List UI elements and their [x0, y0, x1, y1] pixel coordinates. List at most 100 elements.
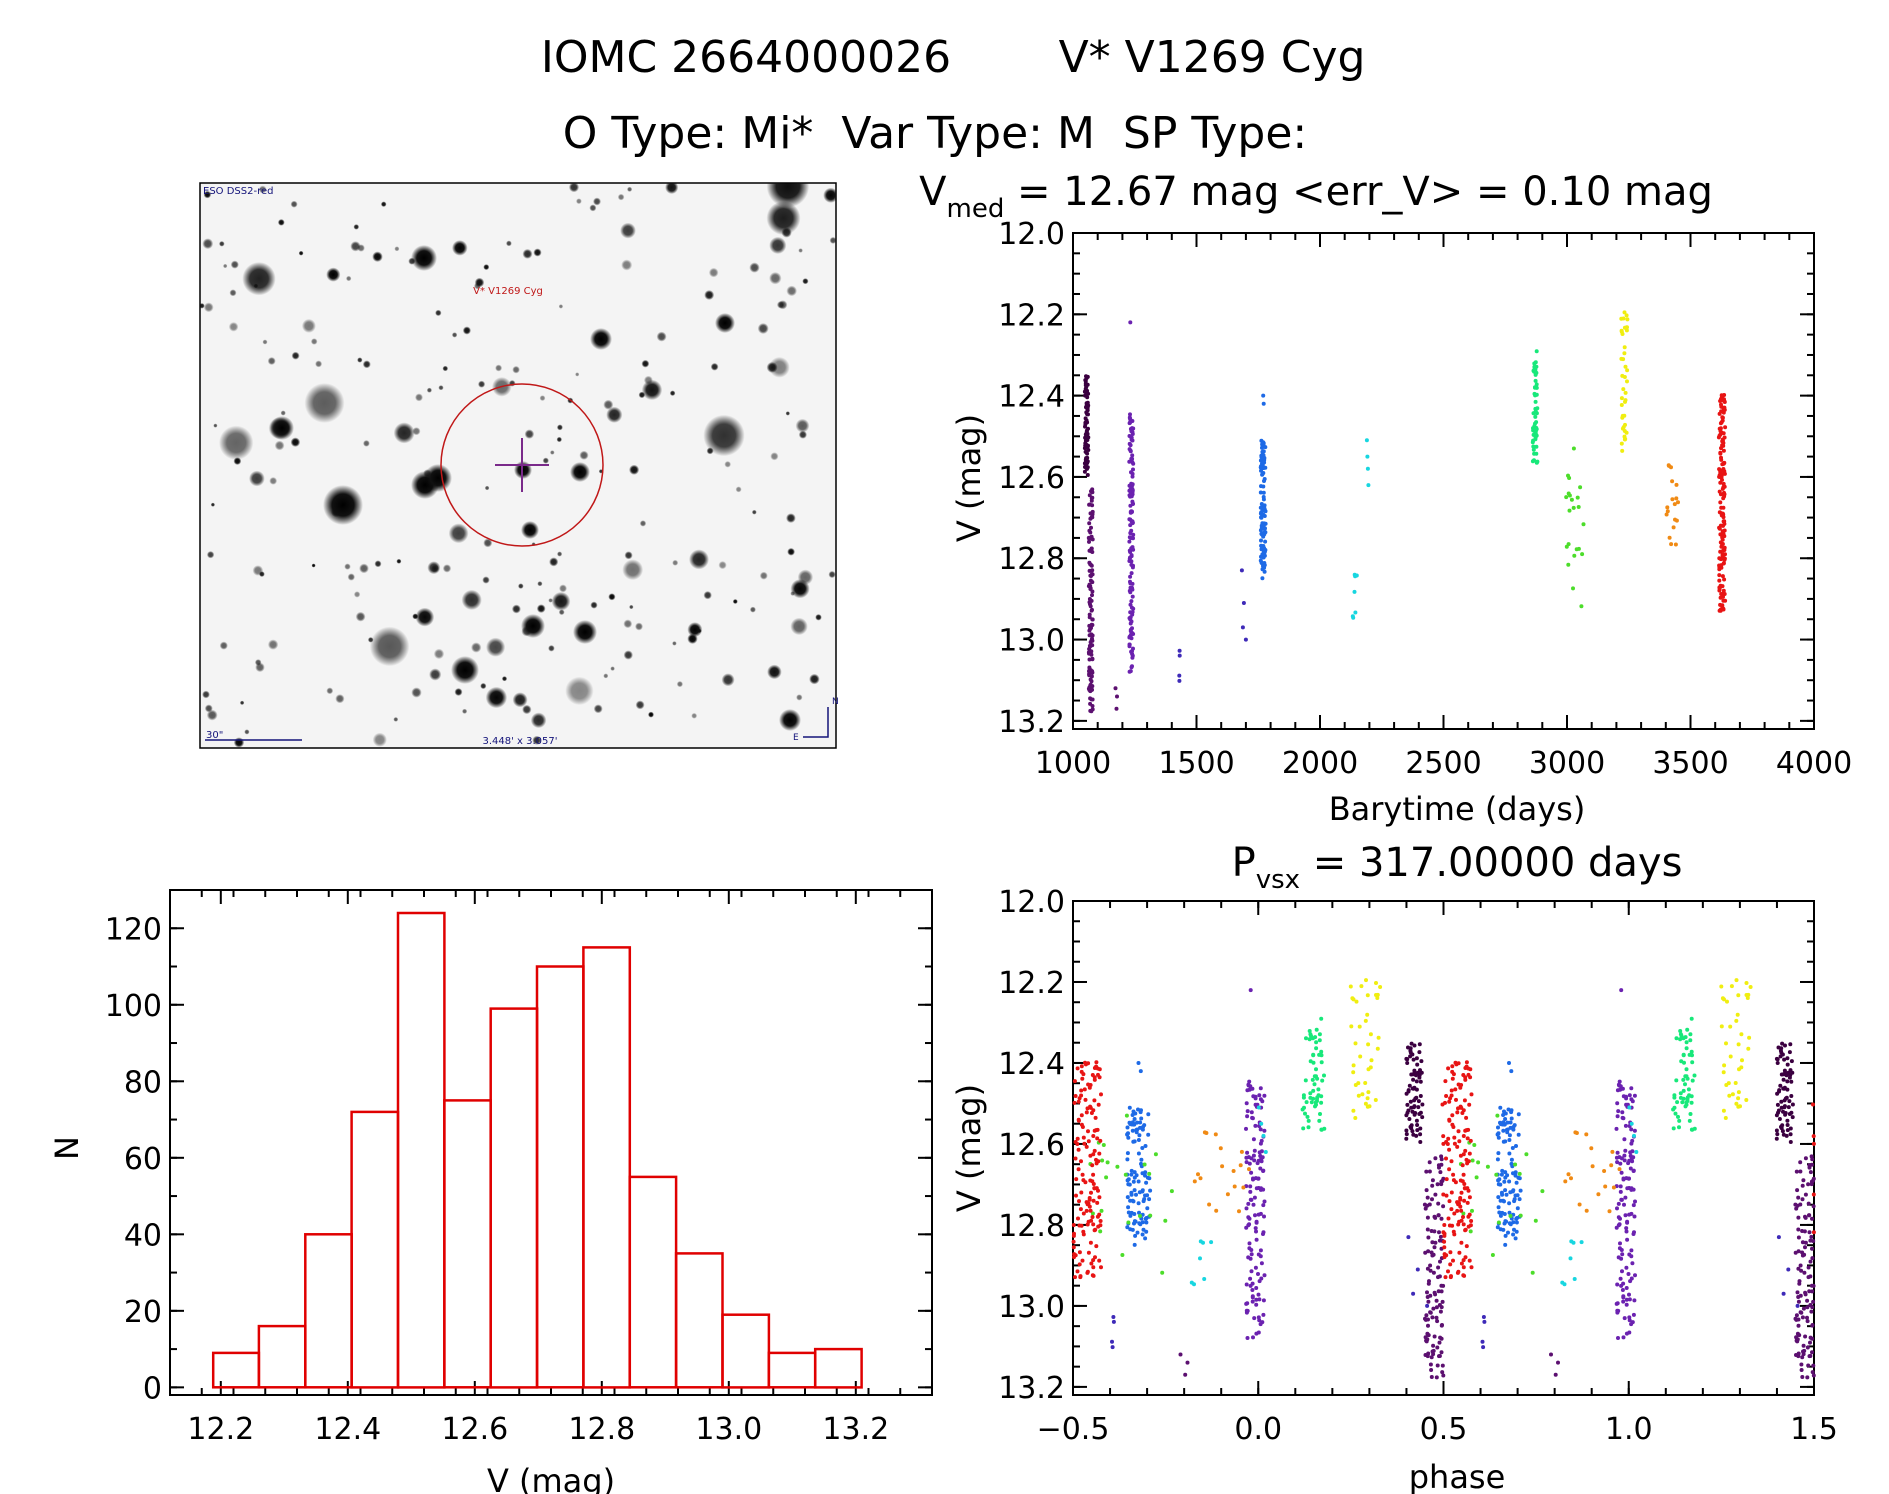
phased-point — [1495, 1113, 1500, 1118]
phased-point — [1626, 1176, 1631, 1181]
phased-point — [1435, 1319, 1440, 1324]
phased-point — [1438, 1335, 1443, 1340]
star — [347, 573, 355, 581]
finder-stars — [200, 183, 836, 748]
star — [252, 565, 264, 576]
phased-point — [1678, 1037, 1683, 1042]
phased-point — [1429, 1375, 1434, 1379]
north-label: N — [832, 697, 839, 707]
phased-point — [1363, 1081, 1368, 1085]
phased-point — [1074, 1193, 1078, 1198]
phased-point — [1311, 1096, 1316, 1101]
phased-point — [1073, 1094, 1078, 1098]
star — [233, 737, 245, 748]
phased-point — [1447, 1199, 1452, 1204]
phased-point — [1435, 1363, 1440, 1368]
phased-point — [1136, 1138, 1141, 1142]
data-point — [1089, 652, 1094, 657]
phased-point — [1261, 1203, 1266, 1208]
star — [411, 687, 422, 698]
bright-star — [590, 328, 612, 350]
phased-point — [1459, 1240, 1464, 1245]
phased-point — [1789, 1079, 1794, 1084]
phased-point — [1097, 1258, 1102, 1263]
phased-point — [1088, 1153, 1093, 1158]
phased-point — [1314, 1027, 1319, 1032]
star — [357, 357, 363, 363]
phased-point — [1078, 1274, 1083, 1279]
phased-point — [1806, 1182, 1811, 1187]
phased-point — [1132, 1188, 1137, 1193]
phased-point — [1140, 1188, 1145, 1193]
phased-point — [1132, 1219, 1137, 1224]
phased-point — [1463, 1077, 1468, 1082]
phased-point — [1807, 1289, 1812, 1294]
phased-point — [1721, 1070, 1726, 1075]
phased-point — [1808, 1259, 1813, 1264]
phased-point — [1449, 1190, 1454, 1195]
phased-point — [1569, 1176, 1573, 1181]
x-tick-label: 1000 — [1035, 746, 1111, 781]
data-point — [1533, 393, 1538, 398]
phased-point — [1506, 1230, 1510, 1235]
phased-point — [1254, 1331, 1259, 1336]
phased-point — [1140, 1232, 1145, 1237]
phased-point — [1451, 1229, 1456, 1234]
phased-point — [1105, 1160, 1110, 1165]
phased-point — [1137, 1133, 1142, 1138]
phased-point — [1078, 1207, 1083, 1212]
star — [556, 424, 563, 431]
star — [766, 361, 778, 373]
phased-point — [1632, 1093, 1637, 1098]
phased-point — [1189, 1280, 1194, 1285]
phased-point — [1744, 1098, 1749, 1102]
phased-point — [1503, 1188, 1508, 1193]
phased-point — [1444, 1193, 1449, 1198]
phased-point — [1623, 1213, 1628, 1218]
data-point — [1721, 443, 1726, 448]
data-point — [1534, 349, 1539, 354]
data-point — [1575, 495, 1580, 500]
phased-point — [1617, 1079, 1622, 1084]
data-point — [1129, 665, 1134, 670]
phased-point — [1413, 1096, 1418, 1101]
phased-point — [1250, 1288, 1255, 1292]
phased-point — [1514, 1229, 1519, 1234]
phased-point — [1788, 1132, 1793, 1137]
star — [766, 183, 810, 208]
phased-point — [1624, 1331, 1629, 1336]
phased-point — [1507, 1138, 1512, 1142]
star — [672, 641, 677, 646]
data-point — [1721, 588, 1726, 593]
star — [676, 681, 684, 688]
phased-point — [1428, 1310, 1433, 1315]
x-tick-label: 4000 — [1776, 746, 1852, 781]
phased-point — [1434, 1375, 1439, 1380]
phased-point — [1620, 1288, 1625, 1292]
phased-point — [1254, 1237, 1259, 1242]
data-point — [1259, 502, 1264, 506]
data-point — [1622, 351, 1627, 356]
phased-point — [1444, 1094, 1449, 1098]
data-point — [1086, 391, 1091, 396]
phased-point — [1514, 1220, 1519, 1225]
star — [548, 645, 555, 652]
phased-point — [1451, 1178, 1456, 1183]
y-tick-label: 12.4 — [998, 1047, 1065, 1082]
phased-point — [1111, 1319, 1116, 1324]
data-point — [1087, 521, 1092, 526]
data-point — [1717, 467, 1722, 472]
phased-point — [1202, 1277, 1207, 1281]
star — [239, 700, 245, 705]
data-point — [1718, 549, 1723, 554]
object-id-title: IOMC 2664000026 — [541, 32, 951, 83]
phased-point — [1807, 1230, 1812, 1235]
phased-point — [1440, 1299, 1445, 1304]
phased-point — [1811, 1239, 1816, 1243]
phased-point — [1082, 1141, 1087, 1146]
phased-point — [1247, 1167, 1251, 1172]
phased-point — [1512, 1197, 1517, 1202]
phased-point — [1723, 1116, 1728, 1120]
star — [770, 452, 779, 461]
phased-point — [1309, 1100, 1314, 1105]
